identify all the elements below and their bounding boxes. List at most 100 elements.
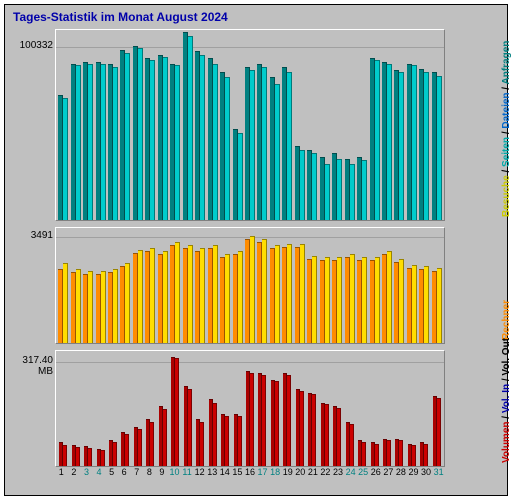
day-group (393, 351, 405, 466)
day-group (406, 228, 418, 343)
bar-vol_in (88, 448, 92, 466)
day-group (331, 351, 343, 466)
day-group (431, 351, 443, 466)
bar-dateien (138, 48, 143, 220)
day-group (107, 351, 119, 466)
bar-dateien (76, 65, 81, 220)
bar-besuche (325, 257, 330, 343)
xaxis-day: 8 (143, 467, 156, 481)
bar-vol_in (150, 422, 154, 466)
bar-dateien (337, 159, 342, 220)
xaxis-day: 2 (68, 467, 81, 481)
day-group (231, 228, 243, 343)
day-group (381, 228, 393, 343)
day-group (418, 228, 430, 343)
bar-dateien (437, 76, 442, 220)
day-group (343, 351, 355, 466)
bar-dateien (101, 64, 106, 220)
day-group (132, 30, 144, 220)
day-group (194, 228, 206, 343)
bar-dateien (300, 150, 305, 220)
bar-besuche (250, 236, 255, 343)
bar-dateien (163, 57, 168, 220)
bar-dateien (350, 164, 355, 220)
bar-dateien (250, 70, 255, 220)
bar-besuche (312, 256, 317, 343)
bar-besuche (76, 269, 81, 343)
bar-vol_in (387, 440, 391, 466)
bar-dateien (325, 164, 330, 220)
xaxis-day: 21 (307, 467, 320, 481)
day-group (306, 30, 318, 220)
day-group (69, 30, 81, 220)
bar-vol_in (113, 442, 117, 466)
bar-besuche (412, 265, 417, 343)
bar-vol_in (138, 429, 142, 466)
day-group (431, 228, 443, 343)
day-group (406, 351, 418, 466)
xaxis-day: 24 (344, 467, 357, 481)
bar-besuche (262, 239, 267, 343)
xaxis-day: 12 (193, 467, 206, 481)
bar-besuche (125, 263, 130, 343)
bar-dateien (188, 36, 193, 220)
day-group (393, 228, 405, 343)
bar-vol_in (163, 409, 167, 466)
xaxis-day: 10 (168, 467, 181, 481)
day-group (244, 351, 256, 466)
day-group (57, 30, 69, 220)
bar-besuche (424, 266, 429, 343)
day-group (306, 351, 318, 466)
bar-besuche (113, 269, 118, 343)
bar-vol_in (287, 375, 291, 466)
bar-besuche (88, 271, 93, 343)
day-group (231, 351, 243, 466)
day-group (157, 351, 169, 466)
day-group (194, 351, 206, 466)
bar-vol_in (262, 375, 266, 466)
day-group (182, 30, 194, 220)
bar-vol_in (76, 447, 80, 466)
day-group (269, 351, 281, 466)
xaxis-day: 14 (219, 467, 232, 481)
day-group (331, 30, 343, 220)
bar-dateien (200, 55, 205, 220)
day-group (294, 228, 306, 343)
day-group (418, 30, 430, 220)
bar-dateien (312, 153, 317, 220)
stats-chart: Tages-Statistik im Monat August 2024 100… (4, 4, 508, 496)
xaxis-day: 15 (231, 467, 244, 481)
day-group (119, 30, 131, 220)
day-group (157, 30, 169, 220)
bar-dateien (63, 98, 68, 220)
bar-vol_in (213, 403, 217, 466)
bar-vol_in (350, 424, 354, 466)
day-group (219, 30, 231, 220)
day-group (94, 351, 106, 466)
day-group (319, 228, 331, 343)
bar-vol_in (175, 358, 179, 466)
bar-dateien (275, 84, 280, 220)
xaxis-day: 1 (55, 467, 68, 481)
day-group (69, 228, 81, 343)
day-group (343, 30, 355, 220)
ylabel-volume: 317.40 MB (7, 355, 53, 377)
day-group (343, 228, 355, 343)
bar-vol_in (325, 404, 329, 466)
bar-vol_in (312, 394, 316, 466)
bar-dateien (238, 133, 243, 220)
bar-vol_in (424, 444, 428, 466)
xaxis-day: 31 (432, 467, 445, 481)
day-group (206, 228, 218, 343)
day-group (94, 228, 106, 343)
day-group (194, 30, 206, 220)
bar-besuche (175, 242, 180, 343)
day-group (144, 351, 156, 466)
xaxis-day: 26 (369, 467, 382, 481)
bar-dateien (213, 64, 218, 220)
x-axis: 1234567891011121314151617181920212223242… (55, 467, 445, 481)
day-group (82, 351, 94, 466)
day-group (431, 30, 443, 220)
xaxis-day: 11 (181, 467, 194, 481)
bar-besuche (399, 259, 404, 343)
